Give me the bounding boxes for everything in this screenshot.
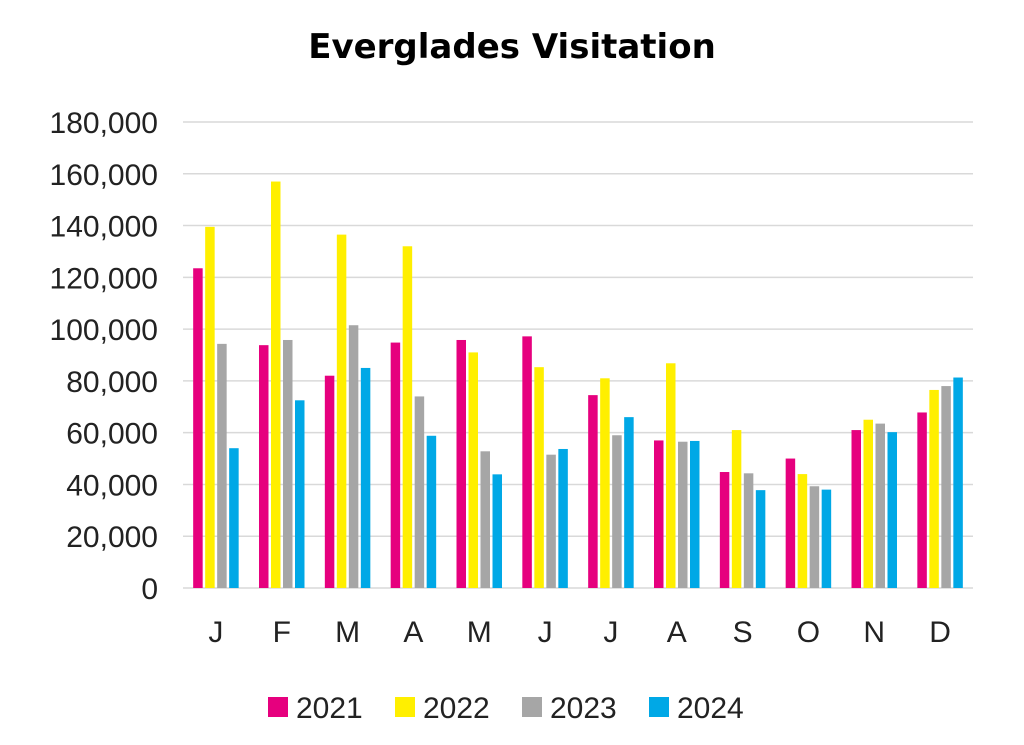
legend-swatch bbox=[268, 697, 288, 717]
bar-2024-11 bbox=[887, 432, 897, 588]
x-category-label: N bbox=[863, 616, 885, 649]
bar-2024-1 bbox=[229, 448, 239, 588]
x-category-label: J bbox=[208, 616, 223, 649]
bar-2023-9 bbox=[743, 473, 754, 588]
x-category-label: A bbox=[403, 616, 423, 649]
y-tick-label: 80,000 bbox=[66, 366, 158, 399]
y-tick-label: 180,000 bbox=[50, 107, 158, 140]
bar-2023-8 bbox=[678, 441, 688, 588]
bar-2023-4 bbox=[414, 396, 425, 588]
x-category-label: O bbox=[797, 616, 820, 649]
x-category-label: D bbox=[929, 616, 951, 649]
bar-2021-10 bbox=[785, 458, 796, 588]
bar-2021-1 bbox=[193, 268, 203, 588]
bar-2022-7 bbox=[600, 378, 610, 588]
x-category-label: M bbox=[467, 616, 492, 649]
bar-2024-7 bbox=[624, 417, 634, 588]
bar-2023-7 bbox=[612, 435, 622, 588]
y-tick-label: 0 bbox=[141, 573, 158, 606]
y-tick-label: 20,000 bbox=[66, 521, 158, 554]
bar-2021-8 bbox=[654, 440, 664, 588]
bar-2022-1 bbox=[205, 226, 215, 588]
x-category-label: M bbox=[335, 616, 360, 649]
x-category-label: J bbox=[538, 616, 553, 649]
legend-swatch bbox=[522, 697, 542, 717]
y-tick-label: 60,000 bbox=[66, 418, 158, 451]
bar-2022-9 bbox=[731, 430, 742, 588]
bar-2023-12 bbox=[941, 386, 951, 588]
legend-label: 2024 bbox=[677, 692, 744, 725]
y-tick-label: 120,000 bbox=[50, 262, 158, 295]
x-category-label: J bbox=[603, 616, 618, 649]
bar-2021-7 bbox=[588, 395, 598, 588]
x-category-label: A bbox=[667, 616, 687, 649]
legend-swatch bbox=[649, 697, 669, 717]
x-category-label: S bbox=[733, 616, 753, 649]
bar-2022-12 bbox=[929, 389, 939, 588]
bar-2022-4 bbox=[402, 246, 413, 588]
bar-2024-5 bbox=[492, 474, 502, 588]
gridlines bbox=[183, 121, 973, 589]
bar-2022-5 bbox=[468, 352, 478, 588]
legend-label: 2022 bbox=[423, 692, 490, 725]
bar-2024-6 bbox=[558, 448, 568, 588]
legend-label: 2023 bbox=[550, 692, 617, 725]
bar-2023-2 bbox=[283, 339, 293, 588]
chart-title: Everglades Visitation bbox=[308, 27, 716, 67]
bar-2023-11 bbox=[875, 423, 885, 588]
bar-2021-2 bbox=[259, 345, 269, 588]
bar-2023-5 bbox=[480, 451, 490, 588]
bar-2024-2 bbox=[295, 400, 305, 588]
bar-2022-8 bbox=[666, 363, 676, 588]
x-category-label: F bbox=[273, 616, 291, 649]
y-tick-label: 160,000 bbox=[50, 159, 158, 192]
legend: 2021 2022 2023 2024 bbox=[268, 692, 744, 725]
bar-2023-1 bbox=[217, 343, 227, 588]
bar-2022-11 bbox=[863, 419, 873, 588]
bar-2022-6 bbox=[534, 367, 544, 588]
bar-2022-2 bbox=[271, 181, 281, 589]
y-tick-label: 140,000 bbox=[50, 211, 158, 244]
bar-2024-4 bbox=[426, 435, 437, 588]
bar-2021-3 bbox=[324, 375, 335, 588]
legend-label: 2021 bbox=[296, 692, 363, 725]
bar-2021-12 bbox=[917, 412, 927, 588]
y-axis-ticks: 0 20,000 40,000 60,000 80,000 100,000 120,000 1… bbox=[50, 107, 158, 606]
bar-2023-6 bbox=[546, 454, 556, 588]
bar-2021-5 bbox=[456, 339, 466, 588]
legend-swatch bbox=[395, 697, 415, 717]
bar-2024-8 bbox=[690, 440, 700, 588]
bar-2022-3 bbox=[336, 234, 347, 588]
bar-2021-11 bbox=[851, 430, 861, 588]
y-tick-label: 100,000 bbox=[50, 314, 158, 347]
bar-2024-9 bbox=[755, 490, 766, 588]
bar-2023-10 bbox=[809, 486, 820, 588]
bar-2021-6 bbox=[522, 336, 532, 588]
bar-2021-9 bbox=[719, 472, 730, 588]
bar-2022-10 bbox=[797, 474, 808, 588]
bar-2021-4 bbox=[390, 342, 401, 588]
bars bbox=[193, 181, 963, 589]
bar-2024-10 bbox=[821, 489, 832, 588]
bar-2024-12 bbox=[953, 377, 963, 588]
bar-2024-3 bbox=[360, 367, 371, 588]
bar-2023-3 bbox=[348, 325, 359, 588]
y-tick-label: 40,000 bbox=[66, 469, 158, 502]
